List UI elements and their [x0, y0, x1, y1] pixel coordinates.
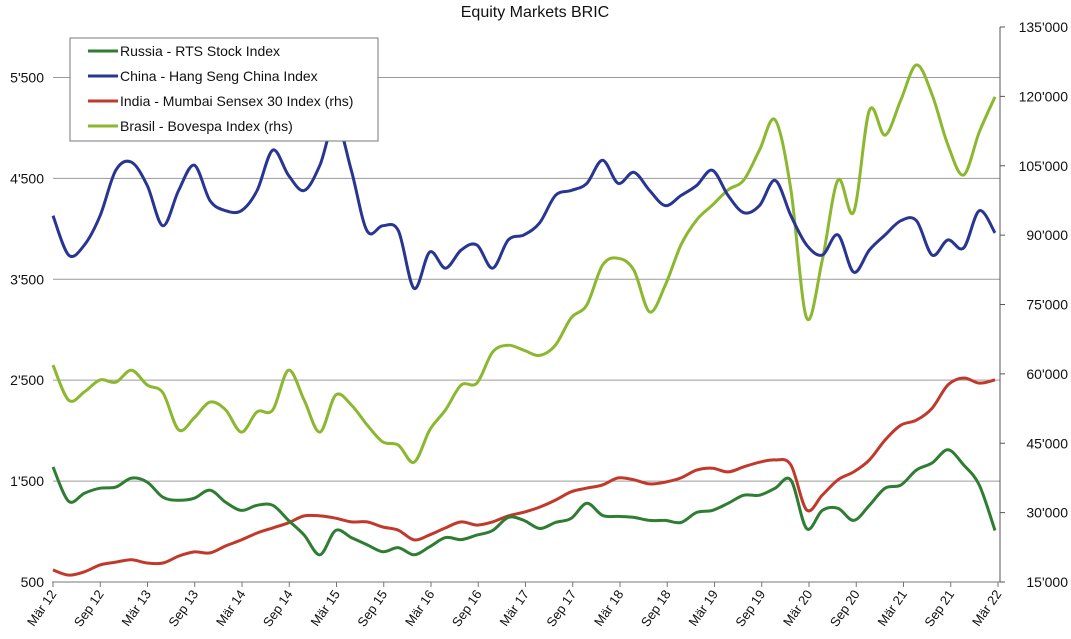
legend: Russia - RTS Stock Index China - Hang Sen… [69, 37, 379, 142]
right-tick-label: 90'000 [1026, 227, 1068, 243]
x-tick-label: Mär 20 [780, 587, 815, 629]
x-tick-label: Sep 20 [827, 587, 863, 629]
series-line-india [52, 376, 996, 577]
x-tick-label: Sep 15 [354, 587, 390, 629]
x-tick-label: Mär 19 [685, 587, 720, 629]
x-tick-label: Sep 16 [449, 587, 485, 629]
x-tick-label: Sep 13 [165, 587, 201, 629]
right-tick-label: 135'000 [1019, 19, 1069, 35]
chart-title: Equity Markets BRIC [461, 4, 609, 21]
right-tick-label: 30'000 [1026, 505, 1068, 521]
x-tick-label: Sep 19 [732, 587, 768, 629]
x-tick-label: Mär 18 [591, 587, 626, 629]
series-line-china [51, 119, 997, 290]
right-tick-label: 60'000 [1026, 366, 1068, 382]
x-tick-label: Sep 17 [543, 587, 579, 629]
series-line-russia [51, 448, 997, 557]
left-tick-label: 1'500 [10, 473, 44, 489]
right-tick-label: 45'000 [1026, 435, 1068, 451]
x-tick-label: Mär 21 [874, 587, 909, 629]
x-tick-label: Mär 15 [307, 587, 342, 629]
x-tick-label: Sep 18 [638, 587, 674, 629]
right-tick-label: 105'000 [1019, 158, 1069, 174]
x-tick-label: Sep 14 [260, 587, 296, 629]
x-tick-label: Mär 12 [24, 587, 59, 629]
right-tick-label: 120'000 [1019, 88, 1069, 104]
legend-box [69, 37, 379, 142]
left-tick-label: 500 [21, 574, 45, 590]
legend-label: China - Hang Seng China Index [120, 68, 318, 84]
x-tick-label: Mär 22 [969, 587, 1004, 629]
legend-label: India - Mumbai Sensex 30 Index (rhs) [120, 93, 353, 109]
x-tick-label: Mär 14 [213, 587, 248, 629]
x-tick-label: Mär 17 [496, 587, 531, 629]
legend-label: Russia - RTS Stock Index [120, 43, 280, 59]
right-tick-label: 15'000 [1026, 574, 1068, 590]
left-tick-label: 3'500 [10, 271, 44, 287]
x-tick-label: Sep 21 [921, 587, 957, 629]
left-tick-label: 2'500 [10, 372, 44, 388]
series-line-brasil [51, 63, 997, 464]
x-tick-label: Sep 12 [71, 587, 107, 629]
x-tick-label: Mär 13 [118, 587, 153, 629]
series-lines [51, 63, 997, 577]
x-tick-label: Mär 16 [402, 587, 437, 629]
right-tick-label: 75'000 [1026, 297, 1068, 313]
left-tick-label: 5'500 [10, 69, 44, 85]
legend-label: Brasil - Bovespa Index (rhs) [120, 118, 293, 134]
left-tick-label: 4'500 [10, 170, 44, 186]
